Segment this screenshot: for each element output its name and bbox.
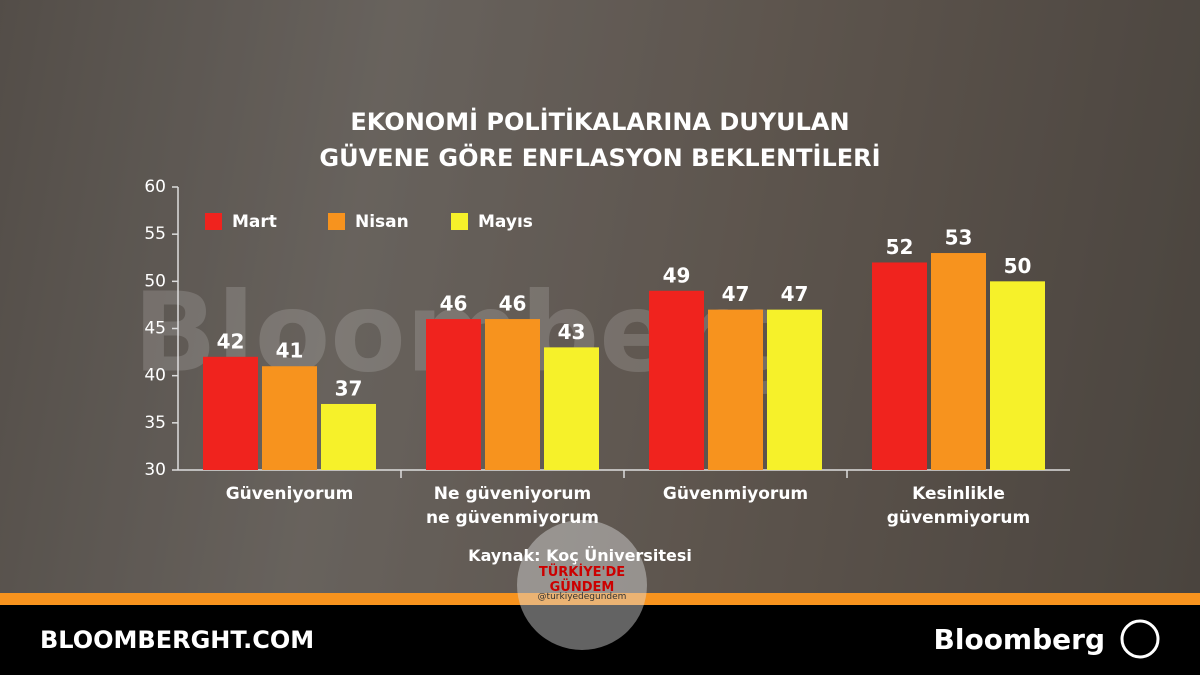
y-tick-label: 45 xyxy=(144,319,166,339)
y-tick-label: 35 xyxy=(144,413,166,433)
x-tick-label: Güveniyorum xyxy=(225,484,354,504)
bar xyxy=(426,319,481,470)
bar xyxy=(544,347,599,470)
value-label: 37 xyxy=(335,376,363,400)
legend-swatch xyxy=(328,213,345,230)
bar xyxy=(767,309,822,470)
legend-label: Nisan xyxy=(355,212,409,232)
bar xyxy=(485,319,540,470)
bar xyxy=(649,290,704,470)
value-label: 41 xyxy=(276,339,304,363)
value-label: 47 xyxy=(781,282,809,306)
x-tick-label: Kesinlikle güvenmiyorum xyxy=(886,484,1031,528)
source: Kaynak: Koç Üniversitesi xyxy=(468,546,692,565)
chart-title: EKONOMİ POLİTİKALARINA DUYULAN GÜVENE GÖ… xyxy=(319,108,881,172)
bar xyxy=(321,403,376,470)
y-tick-label: 30 xyxy=(144,460,166,480)
value-label: 50 xyxy=(1004,254,1032,278)
legend-swatch xyxy=(205,213,222,230)
overlay-title: TÜRKİYE'DE GÜNDEM xyxy=(538,565,626,595)
value-label: 42 xyxy=(217,329,245,353)
y-tick-label: 60 xyxy=(144,177,166,197)
value-label: 53 xyxy=(945,226,973,250)
value-label: 49 xyxy=(663,263,691,287)
footer-site: BLOOMBERGHT.COM xyxy=(40,626,314,654)
bar xyxy=(990,281,1045,470)
bar xyxy=(872,262,927,470)
legend-label: Mart xyxy=(232,212,277,232)
x-tick-label: Güvenmiyorum xyxy=(662,484,809,504)
overlay-badge xyxy=(517,520,647,650)
y-tick-label: 50 xyxy=(144,271,166,291)
y-tick-label: 55 xyxy=(144,224,166,244)
bar xyxy=(931,253,986,470)
bar xyxy=(203,356,258,470)
value-label: 46 xyxy=(499,292,527,316)
footer-stripe xyxy=(0,593,1200,605)
value-label: 43 xyxy=(558,320,586,344)
value-label: 52 xyxy=(886,235,914,259)
legend-label: Mayıs xyxy=(478,212,533,232)
legend-swatch xyxy=(451,213,468,230)
value-label: 46 xyxy=(440,292,468,316)
value-label: 47 xyxy=(722,282,750,306)
footer-logo xyxy=(1120,619,1160,659)
footer-brand: Bloomberg xyxy=(934,623,1105,656)
footer-bar xyxy=(0,605,1200,675)
x-tick-label: Ne güveniyorum ne güvenmiyorum xyxy=(425,484,600,528)
y-tick-label: 40 xyxy=(144,366,166,386)
bar xyxy=(708,309,763,470)
overlay-handle: @turkiyedegundem xyxy=(537,592,627,602)
bar xyxy=(262,366,317,470)
